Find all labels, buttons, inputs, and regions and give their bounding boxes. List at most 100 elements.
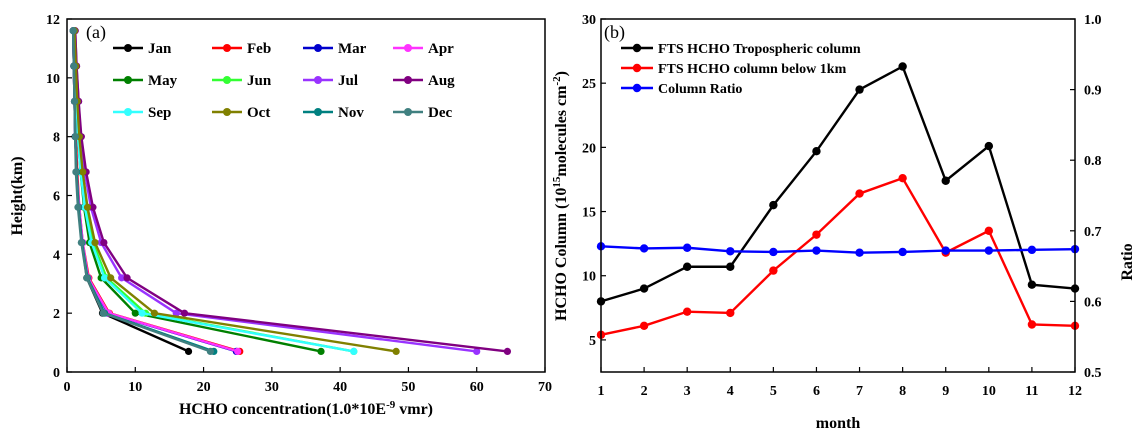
chart-a-series-group [69,27,512,356]
legend-marker-may [124,76,132,84]
data-point-dec [70,62,78,70]
data-point-fts-hcho-tropospheric-column [812,147,821,156]
series-line-dec [71,30,211,353]
chart-b-x-axis-label: month [816,415,861,432]
data-point-fts-hcho-column-below-1km [639,321,649,330]
chart-b-y-tick-label: 10 [582,270,596,285]
legend-label-apr: Apr [428,41,454,57]
chart-a-y-axis-label: Height(km) [9,156,26,235]
chart-a-ticks: 0 10 20 30 40 50 60 70 0 2 4 6 8 10 12 [46,13,552,395]
chart-b: 1 2 3 4 5 6 7 8 9 10 11 12510152025300.50.60.70.80.… [551,13,1136,432]
chart-b-y-tick-label: 20 [582,141,596,156]
data-point-oct [83,203,92,211]
legend-label-feb: Feb [247,41,271,57]
data-point-fts-hcho-tropospheric-column [855,85,864,94]
data-point-fts-hcho-tropospheric-column [726,262,735,271]
chart-b-y-tick-label: 5 [589,334,596,349]
series-line-may [72,30,322,353]
data-point-aug [503,347,512,356]
chart-b-y-tick-label: 15 [582,206,596,221]
legend-marker-nov [314,108,322,116]
chart-b-y-tick-label: 25 [582,77,596,92]
chart-b-x-tick-label: 12 [1068,384,1082,399]
data-point-fts-hcho-column-below-1km [984,226,994,235]
series-line-column-ratio [600,245,1076,254]
chart-b-y2-tick-label: 0.5 [1084,366,1102,381]
legend-marker-fts-hcho-column-below-1km [632,63,642,73]
series-line-fts-hcho-column-below-1km [600,176,1076,336]
chart-a-plot-frame [66,18,546,373]
data-point-dec [99,309,107,317]
chart-b-legend: FTS HCHO Tropospheric column FTS HCHO col… [621,42,861,97]
data-point-dec [77,238,85,247]
data-point-dec [72,168,80,176]
data-point-oct [150,309,159,317]
data-point-dec [206,347,214,356]
legend-marker-dec [404,108,412,116]
data-point-fts-hcho-column-below-1km [682,307,692,316]
chart-a-x-tick-label: 40 [333,380,347,395]
data-point-sep [138,309,146,317]
chart-b-x-tick-label: 11 [1025,384,1038,399]
legend-marker-apr [404,44,412,52]
data-point-aug [100,238,108,247]
chart-b-y2-tick-label: 1.0 [1084,13,1102,28]
legend-label-sep: Sep [148,105,171,121]
chart-a-y-tick-label: 4 [53,248,60,263]
series-line-oct [73,30,397,353]
data-point-column-ratio [812,246,821,255]
legend-label-oct: Oct [247,105,270,121]
data-point-may [131,309,139,317]
data-point-aug [180,309,189,317]
chart-b-x-tick-label: 8 [899,384,906,399]
data-point-fts-hcho-column-below-1km [898,173,907,183]
chart-b-x-tick-label: 1 [598,384,605,399]
chart-b-y2-axis-label: Ratio [1119,243,1136,280]
chart-a-x-tick-label: 10 [128,380,142,395]
chart-a-x-tick-label: 60 [470,380,484,395]
chart-b-x-tick-label: 7 [856,384,863,399]
data-point-sep [100,274,109,282]
legend-marker-sep [124,108,132,116]
data-point-dec [69,27,77,35]
data-point-fts-hcho-column-below-1km [855,189,864,198]
data-point-fts-hcho-column-below-1km [769,266,778,275]
chart-a-x-axis-label: HCHO concentration(1.0*10E-9 vmr) [179,399,433,418]
data-point-fts-hcho-tropospheric-column [769,200,778,210]
chart-b-y2-tick-label: 0.7 [1084,225,1102,240]
chart-a-x-tick-label: 50 [401,380,415,395]
legend-label-jul: Jul [338,73,358,89]
legend-marker-aug [404,76,412,84]
data-point-column-ratio [639,244,649,253]
legend-marker-jun [223,76,231,84]
data-point-jul [118,274,126,282]
chart-b-x-tick-label: 9 [942,384,949,399]
legend-marker-oct [223,108,231,116]
chart-a-y-tick-label: 6 [53,190,60,205]
legend-label-may: May [148,73,178,89]
chart-b-x-tick-label: 10 [982,384,996,399]
chart-b-x-tick-label: 2 [641,384,648,399]
chart-a-x-tick-label: 20 [197,380,211,395]
data-point-oct [79,168,87,176]
data-point-column-ratio [682,243,692,252]
data-point-jul [473,347,481,356]
data-point-dec [83,274,91,282]
legend-marker-feb [223,44,231,52]
data-point-fts-hcho-column-below-1km [726,308,735,318]
data-point-fts-hcho-tropospheric-column [639,284,649,293]
legend-marker-jan [124,44,132,52]
data-point-column-ratio [898,247,907,257]
data-point-oct [392,347,400,356]
legend-marker-fts-hcho-tropospheric-column [632,43,642,53]
data-point-column-ratio [855,248,864,257]
legend-marker-column-ratio [632,83,642,93]
series-line-fts-hcho-tropospheric-column [600,64,1076,303]
chart-b-x-tick-label: 6 [813,384,820,399]
chart-a-x-tick-label: 0 [64,380,71,395]
legend-label-nov: Nov [338,105,364,121]
chart-b-panel-label: (b) [604,22,625,43]
chart-b-x-tick-label: 3 [684,384,691,399]
data-point-jul [172,309,180,317]
chart-b-y-tick-label: 30 [582,13,596,28]
